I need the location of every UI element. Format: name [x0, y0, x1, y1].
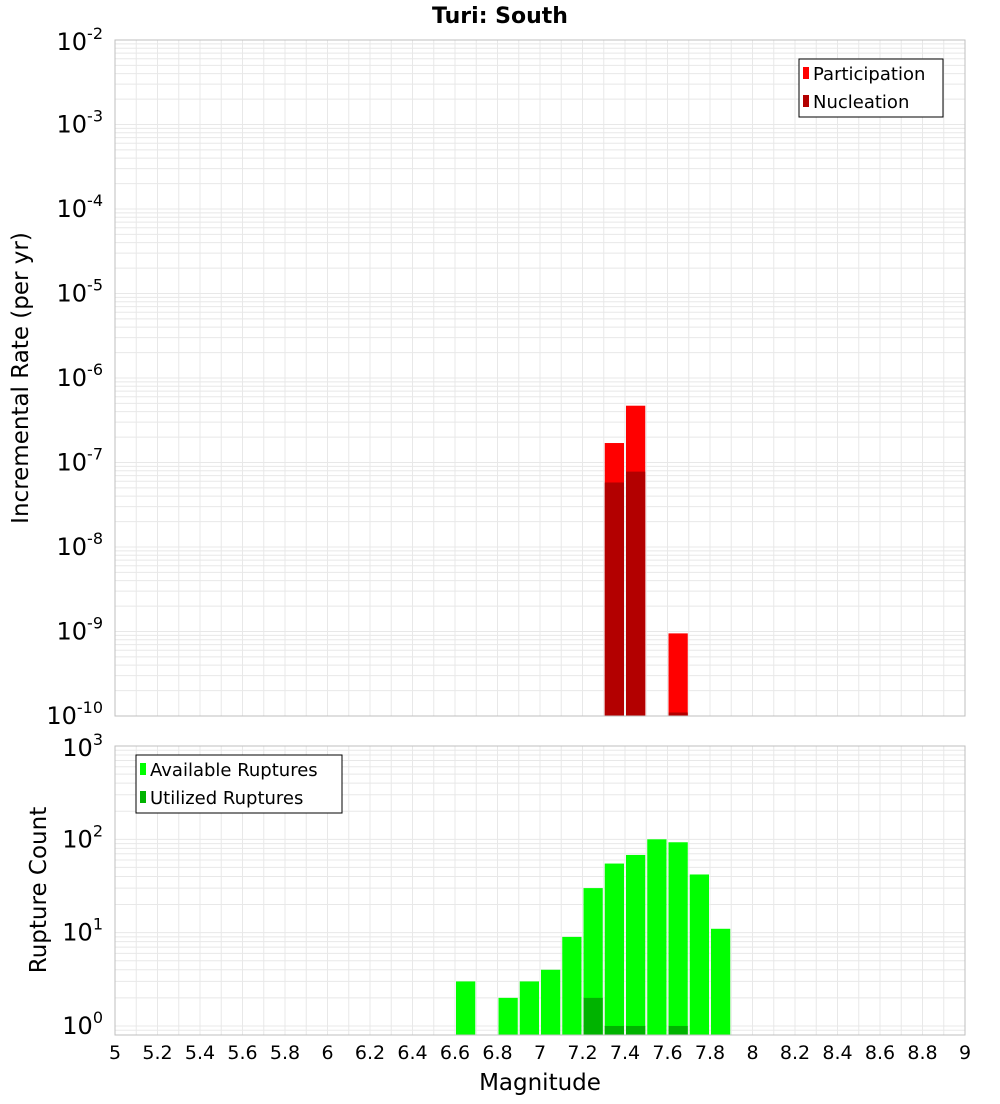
x-tick-label: 5.4	[185, 1042, 215, 1064]
bottom-bar-b	[668, 1025, 688, 1035]
legend-label-available-ruptures: Available Ruptures	[150, 760, 318, 781]
legend-label-utilized-ruptures: Utilized Ruptures	[150, 788, 303, 809]
top-y-tick-label: 10-8	[57, 529, 104, 561]
bottom-legend: Available Ruptures Utilized Ruptures	[135, 754, 343, 814]
chart-title: Turi: South	[432, 4, 568, 29]
bottom-bar-a	[498, 997, 518, 1035]
top-y-tick-labels: 10-2 10-3 10-4 10-5 10-6 10-7 10-8 10-9 10-10	[46, 24, 103, 730]
bottom-bar-a	[668, 842, 688, 1035]
x-tick-label: 6.4	[397, 1042, 427, 1064]
top-legend-box	[798, 58, 944, 118]
bottom-y-tick-label: 103	[62, 730, 103, 762]
x-tick-label: 5.2	[142, 1042, 172, 1064]
top-panel-bars	[604, 405, 688, 716]
bottom-bar-a	[456, 981, 476, 1035]
top-y-tick-label: 10-10	[46, 698, 103, 730]
x-tick-label: 8.4	[822, 1042, 852, 1064]
legend-swatch-utilized-ruptures	[140, 791, 146, 803]
top-plot-frame	[114, 39, 966, 717]
x-tick-label: 7.4	[610, 1042, 640, 1064]
top-bar-b	[604, 482, 624, 716]
x-tick-label: 5.6	[227, 1042, 257, 1064]
top-y-tick-label: 10-6	[57, 360, 104, 392]
x-tick-labels: 5 5.2 5.4 5.6 5.8 6 6.2 6.4 6.6 6.8 7 7.2 7.4 7.6 7.8 8…	[109, 1042, 971, 1064]
x-tick-label: 6.6	[440, 1042, 470, 1064]
bottom-bar-a	[647, 839, 667, 1035]
top-legend: Participation Nucleation	[798, 58, 944, 118]
x-tick-label: 7.8	[695, 1042, 725, 1064]
x-tick-label: 6.8	[482, 1042, 512, 1064]
top-bar-b	[626, 471, 646, 716]
x-tick-label: 7.6	[652, 1042, 682, 1064]
top-y-tick-label: 10-3	[57, 107, 104, 139]
bottom-y-tick-label: 102	[62, 821, 103, 853]
x-tick-label: 9	[959, 1042, 971, 1064]
bottom-bar-a	[604, 863, 624, 1035]
top-y-tick-label: 10-5	[57, 276, 104, 308]
bottom-legend-box	[135, 754, 343, 814]
top-panel-grid	[114, 40, 966, 717]
top-y-tick-label: 10-7	[57, 445, 104, 477]
top-y-tick-label: 10-9	[57, 614, 104, 646]
bottom-bar-a	[711, 928, 731, 1035]
bottom-panel-bars	[456, 839, 731, 1035]
x-tick-label: 8	[746, 1042, 758, 1064]
top-bar-a	[668, 633, 688, 716]
bottom-bar-a	[626, 854, 646, 1035]
x-tick-label: 7	[534, 1042, 546, 1064]
x-axis-label: Magnitude	[479, 1070, 601, 1096]
bottom-bar-a	[541, 969, 561, 1035]
bottom-y-axis-label: Rupture Count	[26, 807, 52, 973]
x-tick-label: 6	[321, 1042, 333, 1064]
bottom-y-tick-labels: 103 102 101 100	[62, 730, 103, 1040]
x-tick-label: 8.6	[865, 1042, 895, 1064]
x-tick-label: 5	[109, 1042, 121, 1064]
bottom-bar-a	[689, 874, 709, 1035]
bottom-bar-a	[519, 981, 539, 1035]
bottom-bar-a	[562, 936, 582, 1035]
bottom-plot-frame	[114, 745, 966, 1036]
legend-swatch-participation	[803, 67, 809, 79]
bottom-bar-b	[604, 1025, 624, 1035]
legend-label-participation: Participation	[813, 64, 925, 85]
x-tick-label: 6.2	[355, 1042, 385, 1064]
bottom-bar-b	[626, 1025, 646, 1035]
x-tick-label: 5.8	[270, 1042, 300, 1064]
x-tick-label: 7.2	[567, 1042, 597, 1064]
legend-swatch-nucleation	[803, 95, 809, 107]
top-y-tick-label: 10-4	[57, 191, 104, 223]
top-y-axis-label: Incremental Rate (per yr)	[8, 232, 34, 524]
legend-label-nucleation: Nucleation	[813, 92, 909, 113]
top-bar-b	[668, 712, 688, 716]
legend-swatch-available-ruptures	[140, 763, 146, 775]
top-y-tick-label: 10-2	[57, 24, 104, 56]
bottom-y-tick-label: 101	[62, 915, 103, 947]
bottom-y-tick-label: 100	[62, 1008, 103, 1040]
x-tick-label: 8.8	[907, 1042, 937, 1064]
bottom-bar-b	[583, 997, 603, 1035]
x-tick-label: 8.2	[780, 1042, 810, 1064]
